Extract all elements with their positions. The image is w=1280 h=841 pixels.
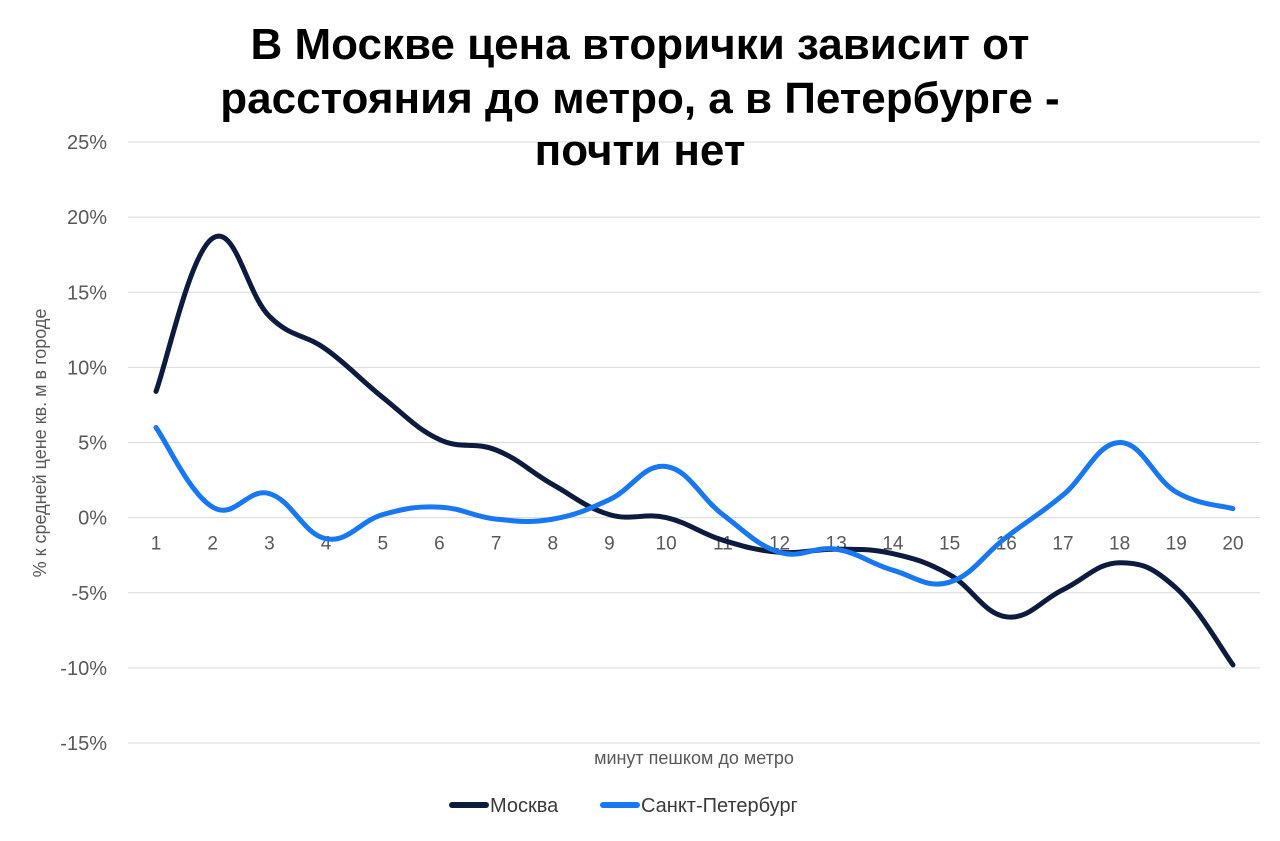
data-point-spb — [1231, 506, 1235, 511]
data-point-spb — [1174, 490, 1179, 495]
data-point-spb — [777, 550, 782, 555]
y-tick-label: 5% — [78, 433, 107, 455]
data-point-spb — [154, 425, 158, 430]
data-point-spb — [607, 497, 612, 502]
x-tick-label: 3 — [264, 534, 275, 555]
y-tick-label: 25% — [67, 132, 107, 154]
data-point-moscow — [267, 314, 272, 319]
data-point-spb — [947, 580, 952, 585]
x-tick-label: 5 — [377, 534, 388, 555]
legend-item-moscow: Москва — [449, 795, 559, 817]
x-tick-label: 10 — [656, 534, 677, 555]
data-point-moscow — [607, 512, 612, 517]
data-point-spb — [494, 517, 499, 522]
y-tick-label: -10% — [60, 658, 107, 680]
x-axis-label: минут пешком до метро — [594, 748, 794, 768]
x-tick-label: 15 — [939, 534, 960, 555]
data-point-moscow — [664, 515, 669, 520]
x-axis-ticks: 1 2 3 4 5 6 7 8 9 10 11 12 13 14 15 16 17 18 19 20 — [151, 534, 1244, 555]
data-point-spb — [437, 505, 442, 510]
x-tick-label: 6 — [434, 534, 445, 555]
series-lines — [153, 233, 1236, 668]
legend-item-spb: Санкт-Петербург — [600, 795, 798, 817]
data-point-moscow — [380, 395, 385, 400]
data-point-moscow — [494, 448, 499, 453]
data-point-spb — [664, 464, 669, 469]
chart-title-line-3: почти нет — [535, 126, 746, 175]
x-tick-label: 4 — [321, 534, 332, 555]
x-tick-label: 20 — [1222, 534, 1243, 555]
x-tick-label: 1 — [151, 534, 162, 555]
data-point-spb — [1060, 493, 1065, 498]
y-axis-label: % к средней цене кв. м в городе — [30, 309, 50, 578]
data-point-spb — [1004, 535, 1009, 540]
x-tick-label: 2 — [207, 534, 218, 555]
data-point-spb — [720, 512, 725, 517]
x-tick-label: 18 — [1109, 534, 1130, 555]
data-point-moscow — [324, 347, 329, 352]
legend: Москва Санкт-Петербург — [449, 795, 798, 817]
data-point-moscow — [890, 551, 895, 556]
data-point-moscow — [550, 482, 555, 487]
data-point-spb — [380, 512, 385, 517]
data-point-spb — [834, 547, 839, 552]
data-point-spb — [324, 536, 329, 541]
data-point-spb — [890, 568, 895, 573]
x-tick-label: 7 — [491, 534, 502, 555]
data-point-moscow — [1117, 560, 1122, 565]
chart-title-line-2: расстояния до метро, а в Петербурге - — [220, 74, 1059, 123]
y-tick-label: 20% — [67, 207, 107, 229]
x-tick-label: 9 — [604, 534, 615, 555]
y-tick-label: 0% — [78, 508, 107, 530]
data-point-spb — [550, 517, 555, 522]
data-point-moscow — [947, 572, 952, 577]
y-tick-label: 15% — [67, 282, 107, 304]
x-tick-label: 17 — [1052, 534, 1073, 555]
data-point-moscow — [1004, 614, 1009, 619]
x-tick-label: 8 — [548, 534, 559, 555]
data-point-spb — [267, 491, 272, 496]
data-point-moscow — [154, 389, 158, 394]
chart-title: В Москве цена вторички зависит от рассто… — [220, 20, 1059, 175]
data-point-moscow — [1174, 586, 1179, 591]
data-point-moscow — [210, 236, 215, 241]
x-tick-label: 14 — [882, 534, 904, 555]
y-axis-ticks: 25% 20% 15% 10% 5% 0% -5% -10% -15% — [60, 132, 107, 755]
gridlines — [128, 141, 1260, 744]
data-point-moscow — [1231, 662, 1235, 667]
legend-label-spb: Санкт-Петербург — [641, 795, 798, 817]
data-point-moscow — [1060, 587, 1065, 592]
legend-label-moscow: Москва — [490, 795, 559, 817]
y-tick-label: -5% — [71, 583, 107, 605]
y-tick-label: 10% — [67, 357, 107, 379]
data-point-moscow — [720, 538, 725, 543]
x-tick-label: 19 — [1166, 534, 1187, 555]
data-point-spb — [210, 505, 215, 510]
data-point-spb — [1117, 440, 1122, 445]
chart-title-line-1: В Москве цена вторички зависит от — [251, 20, 1030, 69]
data-point-moscow — [437, 437, 442, 442]
y-tick-label: -15% — [60, 733, 107, 755]
